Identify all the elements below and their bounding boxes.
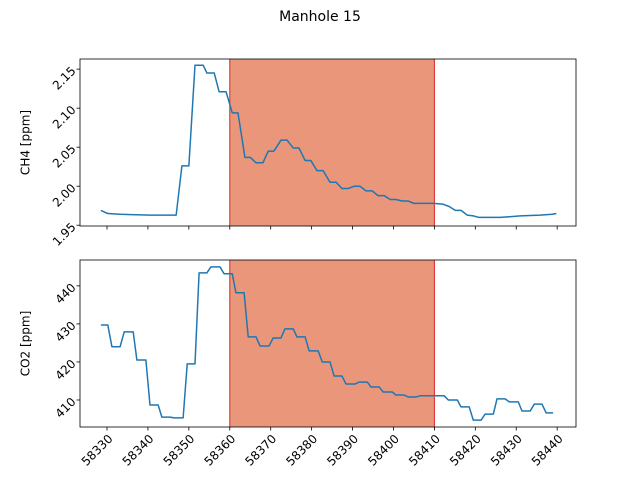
y-tick-label: 410 [52, 395, 78, 421]
x-tick-label: 58380 [283, 432, 320, 469]
highlight-span [229, 260, 435, 427]
y-tick-label: 1.95 [50, 220, 79, 249]
y-tick-label: 440 [52, 281, 78, 307]
x-tick-label: 58410 [406, 432, 443, 469]
x-tick-label: 58420 [447, 432, 484, 469]
x-tick-label: 58430 [488, 432, 525, 469]
x-tick-label: 58390 [324, 432, 361, 469]
y-tick-label: 430 [52, 319, 78, 345]
x-tick-label: 58370 [242, 432, 279, 469]
figure-title: Manhole 15 [279, 9, 361, 25]
x-tick-label: 58360 [201, 432, 238, 469]
axes-frame [79, 58, 577, 227]
y-tick-label: 420 [52, 357, 78, 383]
x-tick-label: 58350 [161, 432, 198, 469]
y-tick-label: 2.00 [50, 181, 79, 210]
data-line [100, 64, 557, 219]
highlight-span [229, 59, 435, 226]
y-tick-label: 2.10 [50, 103, 79, 132]
x-tick-label: 58400 [365, 432, 402, 469]
x-tick-label: 58440 [529, 432, 566, 469]
data-line [100, 266, 554, 421]
x-tick-label: 58330 [79, 432, 116, 469]
x-tick-label: 58340 [120, 432, 157, 469]
y-axis-label: CO2 [ppm] [19, 311, 33, 377]
y-tick-label: 2.15 [50, 64, 79, 93]
y-tick-label: 2.05 [50, 142, 79, 171]
y-axis-label: CH4 [ppm] [19, 110, 33, 175]
axes-frame [79, 259, 577, 428]
